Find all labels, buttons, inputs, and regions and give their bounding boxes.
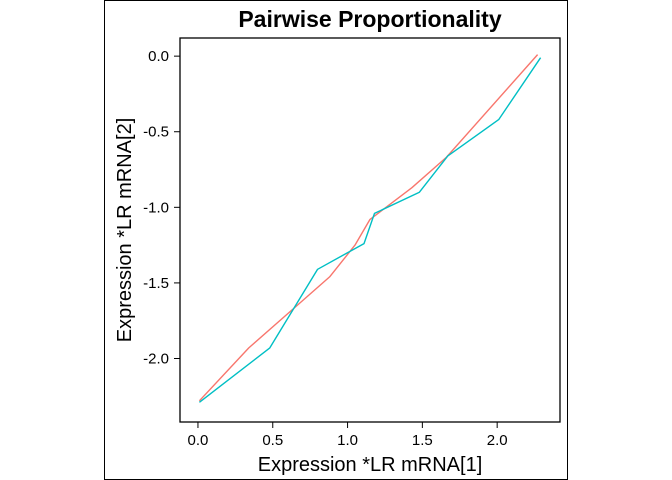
x-axis-label: Expression *LR mRNA[1] (258, 454, 483, 476)
y-tick-label: -2.0 (143, 351, 169, 368)
y-axis: 0.0 -0.5 -1.0 -1.5 -2.0 (143, 48, 180, 368)
y-tick-label: -1.0 (143, 199, 169, 216)
x-tick-label: 0.5 (262, 432, 283, 449)
x-axis: 0.0 0.5 1.0 1.5 2.0 (188, 422, 508, 449)
x-tick-label: 0.0 (188, 432, 209, 449)
plot-area (179, 37, 561, 423)
y-axis-label: Expression *LR mRNA[2] (114, 118, 136, 343)
series-line-1 (198, 54, 539, 402)
x-tick-label: 1.5 (412, 432, 433, 449)
series-line-2 (198, 57, 542, 403)
x-tick-label: 2.0 (487, 432, 508, 449)
figure-border (104, 0, 568, 480)
y-tick-label: 0.0 (148, 48, 169, 65)
chart-title: Pairwise Proportionality (238, 6, 501, 32)
x-tick-label: 1.0 (337, 432, 358, 449)
y-tick-label: -0.5 (143, 124, 169, 141)
series-layer (198, 54, 542, 403)
y-tick-label: -1.5 (143, 275, 169, 292)
